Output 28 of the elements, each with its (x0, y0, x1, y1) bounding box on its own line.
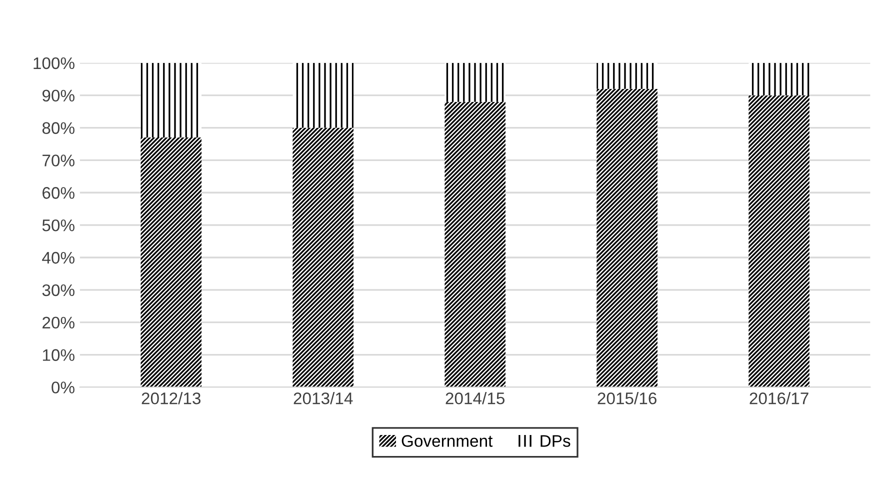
x-tick-label: 2014/15 (446, 392, 505, 404)
y-tick-label: 10% (42, 349, 74, 361)
bar (748, 95, 810, 388)
y-tick-label: 100% (34, 57, 74, 70)
y-tick-label: 70% (42, 154, 74, 166)
y-tick-label: 0% (52, 382, 74, 394)
y-tick-label: 50% (42, 219, 74, 232)
x-tick-label: 2013/14 (294, 392, 353, 404)
y-tick-label: 80% (42, 122, 74, 134)
y-tick-label: 60% (42, 187, 74, 199)
x-tick-label: 2016/17 (750, 392, 808, 404)
y-tick-label: 20% (42, 316, 74, 329)
y-tick-label: 30% (42, 284, 74, 296)
legend-label: Government (402, 435, 493, 447)
y-tick-label: 40% (42, 252, 74, 264)
bar (140, 138, 202, 388)
x-tick-label: 2012/13 (142, 392, 201, 404)
bar (596, 88, 658, 388)
bar (292, 128, 354, 388)
bar (140, 62, 202, 138)
bar (444, 62, 506, 102)
bar (748, 62, 810, 96)
bar (596, 62, 658, 89)
bar (444, 102, 506, 388)
x-tick-label: 2015/16 (598, 392, 656, 404)
y-tick-label: 90% (42, 90, 74, 102)
bar (292, 62, 354, 128)
legend-label: DPs (540, 435, 570, 447)
